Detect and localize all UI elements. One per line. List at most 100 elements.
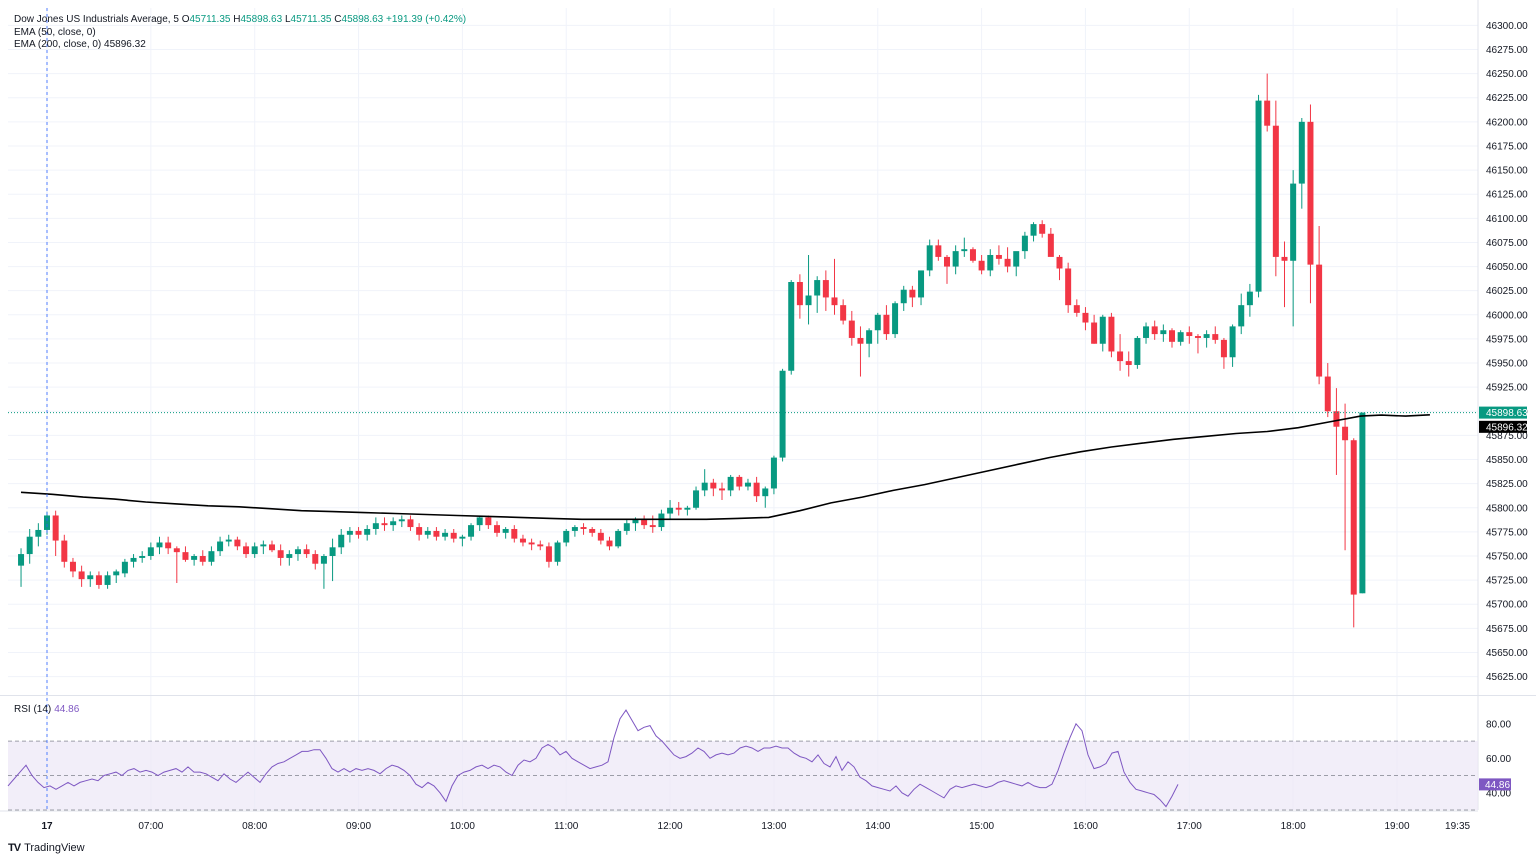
candle-body [113, 571, 120, 576]
candle-body [563, 530, 570, 543]
candle-down [173, 546, 180, 584]
time-tick-label: 19:35 [1445, 821, 1470, 832]
candle-body [1264, 100, 1271, 126]
candle-up [468, 523, 475, 541]
candle-body [1082, 312, 1089, 323]
candle-body [727, 476, 734, 491]
candle-up [779, 368, 786, 462]
candle-down [243, 542, 250, 558]
price-tick-label: 46100.00 [1486, 214, 1528, 225]
price-tick-label: 45775.00 [1486, 527, 1528, 538]
candle-body [935, 245, 942, 257]
candle-body [1073, 305, 1080, 313]
close-value: 45898.63 [341, 14, 384, 25]
price-tick-label: 45650.00 [1486, 648, 1528, 659]
candle-body [511, 528, 518, 539]
candle-up [1229, 324, 1236, 367]
candle-up [623, 519, 630, 535]
candle-up [667, 500, 674, 520]
candle-up [87, 571, 94, 587]
candle-body [537, 544, 544, 547]
candle-body [554, 542, 561, 562]
candle-down [485, 515, 492, 529]
rsi-tick-label: 80.00 [1486, 719, 1511, 730]
rsi-legend[interactable]: RSI (14) 44.86 [14, 704, 79, 715]
candle-down [848, 310, 855, 346]
candle-up [684, 505, 691, 516]
price-tick-label: 45675.00 [1486, 624, 1528, 635]
ema50-legend[interactable]: EMA (50, close, 0) [14, 27, 96, 39]
time-tick-label: 07:00 [138, 821, 163, 832]
candle-down [312, 550, 319, 570]
rsi-tick-label: 60.00 [1486, 754, 1511, 765]
candle-down [78, 565, 85, 587]
candle-body [519, 538, 526, 543]
candle-body [857, 337, 864, 344]
candle-body [779, 370, 786, 458]
time-tick-label: 17:00 [1177, 821, 1202, 832]
time-tick-label: 08:00 [242, 821, 267, 832]
candle-down [545, 542, 552, 568]
candle-down [1117, 334, 1124, 371]
candle-down [641, 515, 648, 529]
price-tick-label: 46025.00 [1486, 286, 1528, 297]
candle-body [995, 254, 1002, 259]
tradingview-brand[interactable]: TV TradingView [8, 842, 85, 854]
candle-up [744, 478, 751, 491]
candle-body [424, 530, 431, 535]
candle-body [770, 457, 777, 489]
price-tick-label: 46150.00 [1486, 166, 1528, 177]
candle-body [217, 541, 224, 552]
candle-up [1160, 324, 1167, 342]
candle-body [580, 527, 587, 529]
ema200-legend[interactable]: EMA (200, close, 0) 45896.32 [14, 39, 146, 51]
candle-down [381, 517, 388, 531]
candle-body [1342, 426, 1349, 441]
candle-body [1151, 326, 1158, 335]
candle-body [329, 547, 336, 556]
candle-body [1359, 412, 1366, 594]
candle-up [329, 538, 336, 582]
candle-body [658, 513, 665, 528]
candle-body [277, 550, 284, 558]
candle-down [303, 544, 310, 558]
candle-down [935, 239, 942, 261]
time-tick-label: 09:00 [346, 821, 371, 832]
candle-down [822, 270, 829, 311]
candle-body [494, 525, 500, 533]
symbol-legend[interactable]: Dow Jones US Industrials Average, 5 O457… [14, 14, 467, 25]
candle-down [1324, 363, 1331, 418]
candle-down [710, 478, 717, 497]
candle-body [744, 482, 751, 487]
candle-body [762, 488, 769, 497]
price-tick-label: 45825.00 [1486, 479, 1528, 490]
candle-body [1307, 121, 1314, 265]
candle-up [147, 542, 154, 560]
candle-down [1151, 320, 1158, 340]
time-tick-label: 18:00 [1281, 821, 1306, 832]
candle-down [840, 299, 847, 325]
candle-down [831, 258, 838, 315]
candle-down [182, 546, 189, 562]
price-tick-label: 45625.00 [1486, 672, 1528, 683]
candle-body [156, 542, 163, 548]
candle-body [1099, 316, 1106, 344]
candle-body [805, 295, 812, 306]
candle-body [182, 552, 189, 560]
candle-down [433, 527, 440, 541]
candle-up [926, 239, 933, 277]
candle-body [312, 554, 319, 564]
candle-down [995, 245, 1002, 265]
time-tick-label: 15:00 [969, 821, 994, 832]
candle-body [433, 530, 440, 537]
candle-body [1246, 291, 1253, 306]
time-tick-label: 19:00 [1384, 821, 1409, 832]
candle-body [831, 297, 838, 306]
candle-up [225, 534, 232, 547]
candle-down [597, 528, 604, 545]
candle-body [883, 314, 890, 335]
candle-up [346, 527, 353, 543]
candle-body [372, 523, 379, 529]
candle-up [459, 534, 466, 547]
